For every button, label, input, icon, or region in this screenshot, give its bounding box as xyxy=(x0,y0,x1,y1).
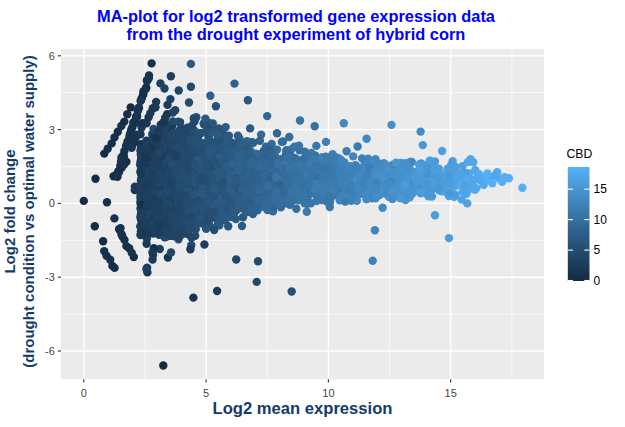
svg-text:15: 15 xyxy=(445,387,457,399)
svg-text:Log2 fold change: Log2 fold change xyxy=(1,149,18,273)
svg-text:0: 0 xyxy=(81,387,87,399)
svg-text:6: 6 xyxy=(49,50,55,62)
svg-text:-3: -3 xyxy=(45,271,55,283)
svg-text:5: 5 xyxy=(203,387,209,399)
svg-text:10: 10 xyxy=(594,213,608,227)
svg-text:0: 0 xyxy=(49,197,55,209)
svg-text:3: 3 xyxy=(49,124,55,136)
svg-text:15: 15 xyxy=(594,182,608,196)
svg-text:Log2 mean expression: Log2 mean expression xyxy=(213,399,393,418)
svg-text:CBD: CBD xyxy=(567,147,593,161)
svg-text:from the drought experiment of: from the drought experiment of hybrid co… xyxy=(127,25,466,43)
svg-text:10: 10 xyxy=(322,387,334,399)
svg-text:(drought condition vs optimal: (drought condition vs optimal water supp… xyxy=(20,55,37,368)
svg-text:MA-plot for log2 transformed g: MA-plot for log2 transformed gene expres… xyxy=(97,7,496,25)
svg-text:-6: -6 xyxy=(45,345,55,357)
svg-text:0: 0 xyxy=(594,274,601,288)
svg-text:5: 5 xyxy=(594,243,601,257)
